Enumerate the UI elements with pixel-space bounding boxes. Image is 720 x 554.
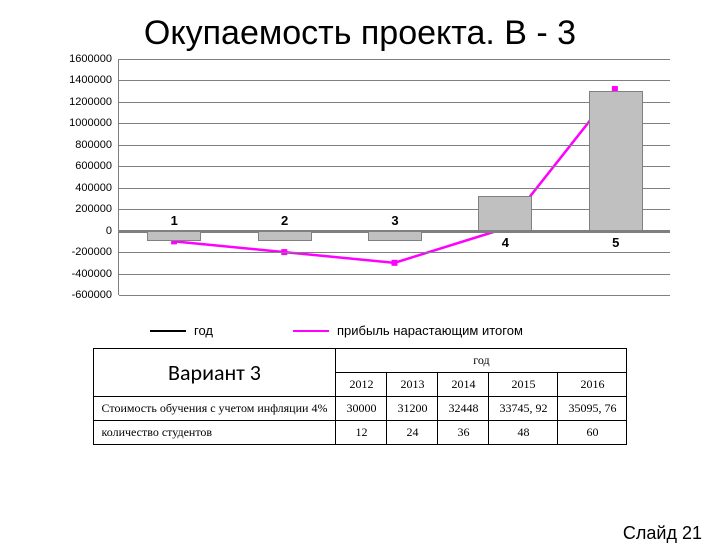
ytick-label: 1600000 bbox=[40, 53, 112, 65]
table-col-header: 2015 bbox=[489, 373, 558, 397]
ytick-label: 400000 bbox=[40, 182, 112, 194]
bar bbox=[478, 196, 532, 230]
x-category-label: 2 bbox=[281, 213, 288, 228]
table-cell: 30000 bbox=[336, 397, 387, 421]
bar bbox=[258, 231, 312, 242]
legend-item-profit: прибыль нарастающим итогом bbox=[293, 323, 523, 338]
legend-label-profit: прибыль нарастающим итогом bbox=[337, 323, 523, 338]
ytick-label: -200000 bbox=[40, 246, 112, 258]
gridline bbox=[119, 295, 670, 296]
gridline bbox=[119, 188, 670, 189]
legend: год прибыль нарастающим итогом bbox=[40, 323, 680, 338]
table-cell: 36 bbox=[438, 421, 489, 445]
legend-swatch-profit bbox=[293, 330, 329, 332]
ytick-label: -600000 bbox=[40, 289, 112, 301]
gridline bbox=[119, 80, 670, 81]
x-category-label: 3 bbox=[391, 213, 398, 228]
gridline bbox=[119, 166, 670, 167]
ytick-label: 1000000 bbox=[40, 117, 112, 129]
gridline bbox=[119, 274, 670, 275]
table-cell: 31200 bbox=[387, 397, 438, 421]
ytick-label: 0 bbox=[40, 225, 112, 237]
legend-item-year: год bbox=[150, 323, 213, 338]
table-cell: 60 bbox=[558, 421, 627, 445]
table-cell: 33745, 92 bbox=[489, 397, 558, 421]
legend-swatch-year bbox=[150, 330, 186, 332]
table-cell: 12 bbox=[336, 421, 387, 445]
gridline bbox=[119, 209, 670, 210]
x-category-label: 5 bbox=[612, 235, 619, 250]
bar bbox=[368, 231, 422, 242]
table-cell: 24 bbox=[387, 421, 438, 445]
page-title: Окупаемость проекта. В - 3 bbox=[0, 14, 720, 53]
table-col-header: 2014 bbox=[438, 373, 489, 397]
gridline bbox=[119, 252, 670, 253]
ytick-label: 200000 bbox=[40, 203, 112, 215]
bar bbox=[147, 231, 201, 242]
table-col-header: 2012 bbox=[336, 373, 387, 397]
table-col-header: 2013 bbox=[387, 373, 438, 397]
x-category-label: 1 bbox=[171, 213, 178, 228]
year-header: год bbox=[336, 349, 627, 373]
chart: 1600000140000012000001000000800000600000… bbox=[40, 59, 680, 319]
ytick-label: 800000 bbox=[40, 139, 112, 151]
variant-label: Вариант 3 bbox=[93, 349, 336, 397]
ytick-label: -400000 bbox=[40, 268, 112, 280]
gridline bbox=[119, 123, 670, 124]
table-row-label: количество студентов bbox=[93, 421, 336, 445]
bar bbox=[589, 91, 643, 230]
data-table: Вариант 3 год 20122013201420152016 Стоим… bbox=[93, 348, 628, 445]
x-category-label: 4 bbox=[502, 235, 509, 250]
table-row-label: Стоимость обучения с учетом инфляции 4% bbox=[93, 397, 336, 421]
table-cell: 32448 bbox=[438, 397, 489, 421]
ytick-label: 600000 bbox=[40, 160, 112, 172]
ytick-label: 1200000 bbox=[40, 96, 112, 108]
table-cell: 48 bbox=[489, 421, 558, 445]
ytick-label: 1400000 bbox=[40, 74, 112, 86]
legend-label-year: год bbox=[194, 323, 213, 338]
gridline bbox=[119, 145, 670, 146]
gridline bbox=[119, 102, 670, 103]
gridline bbox=[119, 59, 670, 60]
slide-number: Слайд 21 bbox=[623, 523, 702, 544]
table-col-header: 2016 bbox=[558, 373, 627, 397]
table-cell: 35095, 76 bbox=[558, 397, 627, 421]
